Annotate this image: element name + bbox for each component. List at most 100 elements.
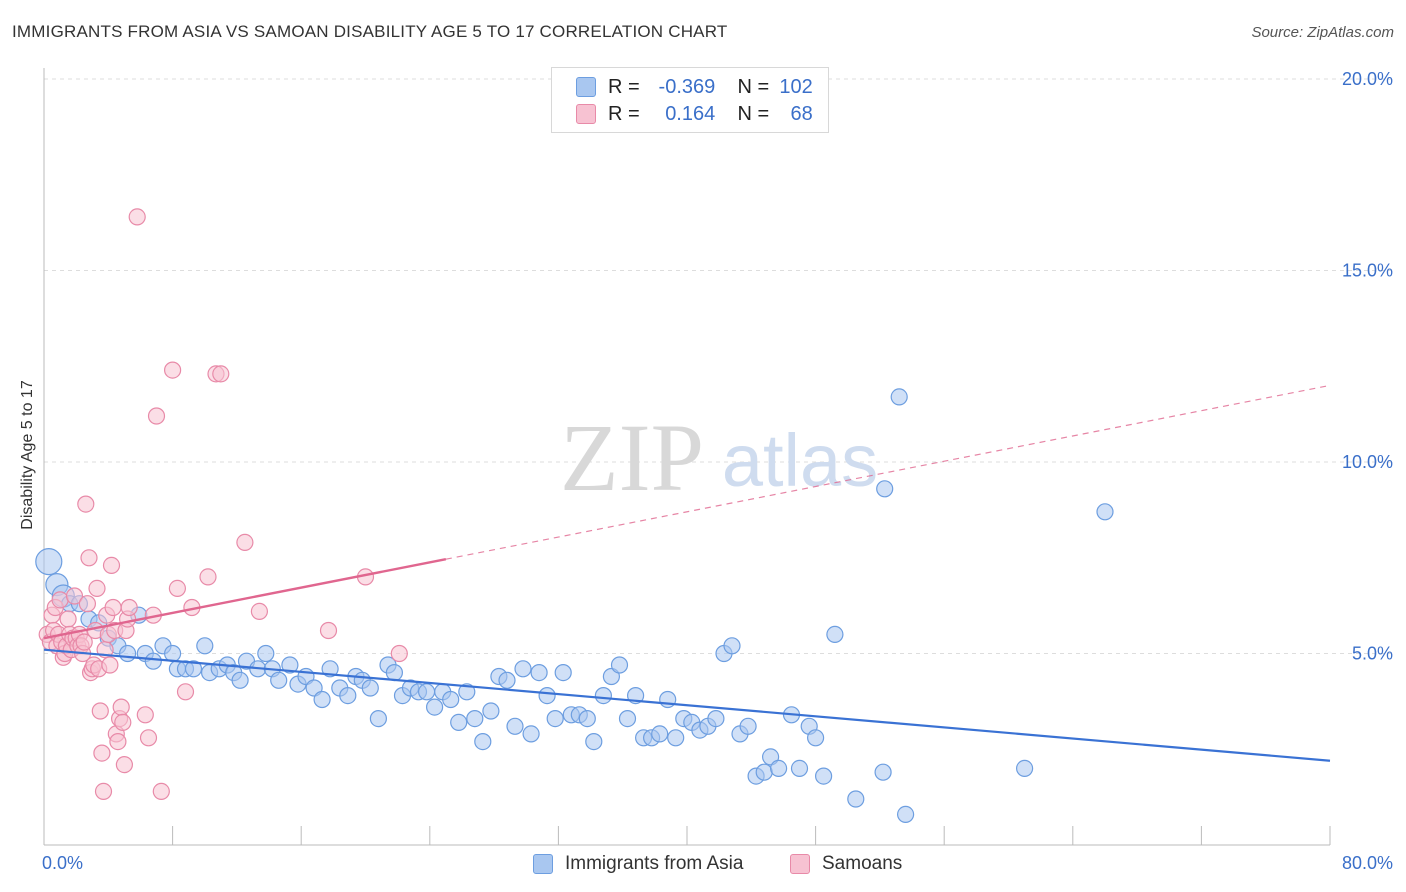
y-axis-label: Disability Age 5 to 17 — [19, 380, 36, 530]
x-tick-label: 0.0% — [42, 853, 83, 873]
legend-r-value: 0.164 — [665, 102, 716, 125]
data-point-samoan — [59, 610, 77, 628]
data-point-asia — [231, 671, 249, 689]
bottom-legend: Immigrants from Asia Samoans — [0, 850, 1406, 880]
data-point-samoan — [390, 644, 408, 663]
data-point-samoan — [109, 732, 127, 751]
bottom-legend-label: Immigrants from Asia — [565, 853, 744, 874]
data-point-asia — [723, 637, 741, 655]
data-point-asia — [530, 663, 548, 682]
data-point-asia — [546, 709, 564, 728]
data-point-asia — [814, 767, 833, 785]
trend-line-asia — [43, 648, 1331, 762]
data-point-asia — [1096, 503, 1114, 521]
data-point-asia — [618, 709, 637, 728]
data-point-asia — [610, 656, 629, 674]
data-point-asia — [474, 732, 492, 751]
legend-swatch-pink — [576, 104, 596, 124]
y-tick-label: 20.0% — [1342, 69, 1393, 89]
legend-n-value: 102 — [779, 75, 813, 98]
bottom-legend-item-asia: Immigrants from Asia — [533, 853, 743, 875]
x-tick-label: 80.0% — [1342, 853, 1393, 873]
data-point-asia — [896, 805, 915, 824]
data-point-samoan — [236, 533, 254, 552]
legend-r-label: R = — [608, 75, 640, 98]
data-point-asia — [164, 644, 182, 663]
data-point-samoan — [65, 587, 84, 605]
data-point-samoan — [93, 744, 111, 762]
data-point-samoan — [139, 729, 158, 747]
data-point-asia — [876, 480, 894, 498]
data-point-samoan — [319, 621, 338, 640]
legend-row-pink: R = 0.164 N = 68 — [576, 100, 813, 128]
legend: R = -0.369 N = 102 R = 0.164 N = 68 — [551, 67, 829, 133]
legend-n-value: 68 — [790, 102, 813, 125]
tick-labels: 5.0% 10.0% 15.0% 20.0% 0.0% 80.0% — [42, 69, 1393, 873]
data-point-asia — [667, 729, 685, 747]
y-tick-label: 15.0% — [1342, 261, 1393, 281]
data-point-asia — [585, 732, 603, 751]
legend-swatch-blue — [576, 77, 596, 97]
data-point-samoan — [164, 361, 182, 379]
legend-n-label: N = — [737, 75, 770, 98]
data-point-asia — [826, 625, 844, 644]
data-point-asia — [769, 759, 788, 778]
data-point-asia — [118, 644, 137, 663]
data-point-samoan — [115, 755, 134, 774]
data-point-samoan — [78, 595, 97, 613]
data-point-asia — [755, 763, 773, 781]
data-point-asia — [1015, 759, 1034, 778]
data-point-asia — [538, 686, 556, 705]
data-point-samoan — [91, 702, 109, 720]
data-point-asia — [594, 686, 613, 705]
data-point-asia — [806, 729, 825, 747]
data-point-samoan — [176, 683, 195, 701]
data-point-asia — [144, 652, 162, 670]
data-point-samoan — [75, 633, 93, 651]
data-point-samoan — [101, 656, 119, 674]
data-point-asia — [739, 717, 757, 735]
data-point-asia — [651, 725, 669, 743]
data-point-asia — [522, 725, 540, 743]
data-point-samoan — [114, 713, 132, 732]
data-point-samoan — [77, 495, 95, 513]
data-point-asia — [514, 660, 532, 678]
data-point-samoan — [152, 782, 170, 801]
trend-lines — [43, 384, 1331, 762]
data-point-asia — [450, 713, 468, 732]
data-point-samoan — [199, 568, 217, 586]
data-point-asia — [578, 709, 596, 728]
data-point-samoan — [128, 208, 146, 226]
data-point-asia — [790, 759, 809, 778]
grid-lines — [44, 78, 1392, 654]
data-point-asia — [339, 686, 357, 705]
legend-row-blue: R = -0.369 N = 102 — [576, 73, 813, 101]
bottom-legend-swatch-pink — [790, 854, 810, 874]
data-point-asia — [466, 709, 484, 728]
data-point-asia — [707, 709, 725, 728]
data-point-samoan — [212, 365, 230, 383]
data-point-asia — [313, 690, 331, 709]
trend-line-samoan — [43, 558, 447, 640]
data-point-asia — [321, 660, 339, 678]
data-point-samoan — [102, 556, 121, 575]
data-point-samoan — [136, 706, 154, 724]
data-point-samoan — [80, 549, 98, 567]
data-point-asia — [184, 660, 203, 678]
watermark-atlas: atlas — [722, 419, 878, 502]
series-immigrants-from-asia — [35, 388, 1114, 824]
data-point-asia — [361, 679, 379, 697]
data-point-asia — [196, 637, 214, 655]
data-point-samoan — [88, 579, 106, 598]
legend-n-label: N = — [737, 102, 770, 125]
y-tick-label: 10.0% — [1342, 452, 1393, 472]
watermark-zip: ZIP — [560, 404, 704, 511]
data-point-samoan — [94, 782, 113, 801]
bottom-legend-label: Samoans — [822, 853, 903, 874]
legend-r-label: R = — [608, 102, 640, 125]
data-point-asia — [369, 709, 387, 728]
data-point-samoan — [51, 591, 69, 609]
data-point-asia — [426, 698, 444, 716]
bottom-legend-swatch-blue — [533, 854, 553, 874]
